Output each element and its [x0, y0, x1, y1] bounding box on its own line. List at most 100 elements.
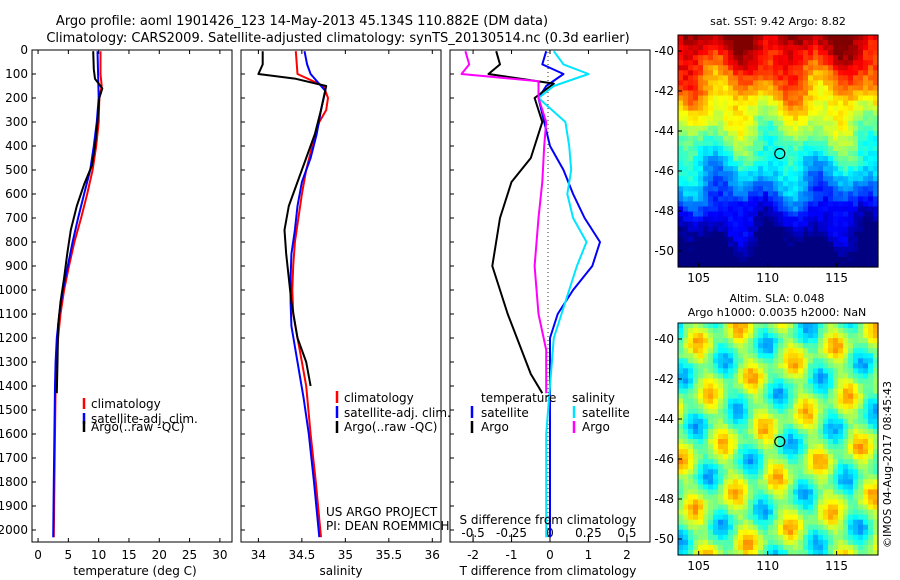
heatmap-cell: [773, 201, 779, 208]
heatmap-cell: [728, 105, 734, 112]
heatmap-cell: [753, 378, 759, 385]
heatmap-cell: [838, 373, 844, 380]
heatmap-cell: [803, 110, 809, 117]
heatmap-cell: [773, 105, 779, 112]
heatmap-cell: [758, 60, 764, 66]
heatmap-cell: [748, 236, 754, 243]
heatmap-cell: [723, 201, 729, 208]
heatmap-cell: [733, 50, 739, 56]
heatmap-cell: [723, 140, 729, 147]
heatmap-cell: [803, 484, 809, 491]
heatmap-cell: [843, 256, 849, 263]
heatmap-cell: [708, 55, 714, 61]
heatmap-cell: [738, 408, 744, 415]
heatmap-cell: [828, 80, 834, 87]
heatmap-cell: [708, 156, 714, 162]
heatmap-cell: [813, 433, 819, 440]
heatmap-cell: [768, 206, 774, 213]
heatmap-cell: [818, 226, 824, 233]
heatmap-cell: [723, 186, 729, 192]
heatmap-cell: [703, 454, 709, 460]
y-tick-label: 900: [5, 259, 28, 273]
heatmap-cell: [733, 256, 739, 263]
heatmap-cell: [873, 464, 879, 470]
legend-label-s-satellite: satellite: [582, 406, 630, 420]
y-tick-label: 400: [5, 139, 28, 153]
heatmap-cell: [688, 40, 694, 46]
heatmap-cell: [693, 206, 699, 213]
heatmap-cell: [733, 60, 739, 66]
heatmap-cell: [788, 65, 794, 71]
heatmap-cell: [713, 368, 719, 375]
heatmap-cell: [838, 85, 844, 92]
heatmap-cell: [743, 353, 749, 359]
credit-project: US ARGO PROJECT: [326, 505, 438, 519]
heatmap-cell: [728, 544, 734, 551]
heatmap-cell: [858, 353, 864, 359]
heatmap-cell: [793, 186, 799, 192]
heatmap-cell: [698, 236, 704, 243]
heatmap-cell: [823, 514, 829, 521]
heatmap-cell: [763, 368, 769, 375]
heatmap-cell: [713, 328, 719, 334]
heatmap-cell: [723, 231, 729, 238]
temperature-xlabel: temperature (deg C): [73, 564, 196, 578]
heatmap-cell: [698, 333, 704, 339]
heatmap-cell: [728, 161, 734, 167]
heatmap-cell: [868, 499, 874, 506]
heatmap-cell: [823, 211, 829, 218]
heatmap-cell: [703, 398, 709, 405]
heatmap-cell: [788, 428, 794, 435]
heatmap-cell: [698, 145, 704, 152]
heatmap-cell: [778, 479, 784, 485]
heatmap-cell: [688, 539, 694, 546]
heatmap-cell: [728, 524, 734, 531]
heatmap-cell: [868, 549, 874, 556]
heatmap-cell: [733, 439, 739, 445]
heatmap-cell: [703, 65, 709, 71]
heatmap-cell: [718, 85, 724, 92]
heatmap-cell: [808, 80, 814, 87]
difference-panel: -2 -1 0 1 2-0.5 -0.25 0 0.25 0.5 S difference fr…: [449, 49, 651, 578]
heatmap-cell: [803, 544, 809, 551]
heatmap-cell: [863, 469, 869, 475]
heatmap-cell: [873, 95, 879, 102]
heatmap-cell: [853, 373, 859, 380]
heatmap-cell: [733, 246, 739, 253]
heatmap-cell: [778, 428, 784, 435]
heatmap-cell: [778, 236, 784, 243]
heatmap-cell: [743, 514, 749, 521]
heatmap-cell: [788, 408, 794, 415]
heatmap-cell: [698, 408, 704, 415]
heatmap-cell: [748, 201, 754, 208]
heatmap-cell: [708, 261, 714, 268]
heatmap-cell: [828, 373, 834, 380]
heatmap-cell: [798, 539, 804, 546]
heatmap-cell: [728, 353, 734, 359]
heatmap-cell: [703, 145, 709, 152]
heatmap-cell: [823, 181, 829, 187]
heatmap-cell: [753, 211, 759, 218]
heatmap-cell: [823, 166, 829, 172]
heatmap-cell: [698, 216, 704, 223]
heatmap-cell: [698, 231, 704, 238]
heatmap-cell: [788, 241, 794, 248]
heatmap-cell: [733, 261, 739, 268]
heatmap-cell: [773, 514, 779, 521]
heatmap-cell: [808, 403, 814, 410]
heatmap-cell: [873, 251, 879, 258]
heatmap-cell: [758, 115, 764, 122]
heatmap-cell: [718, 206, 724, 213]
heatmap-cell: [863, 504, 869, 511]
heatmap-cell: [778, 539, 784, 546]
heatmap-cell: [798, 140, 804, 147]
heatmap-cell: [863, 125, 869, 132]
heatmap-cell: [763, 55, 769, 61]
heatmap-cell: [713, 519, 719, 526]
heatmap-cell: [678, 186, 684, 192]
heatmap-cell: [788, 125, 794, 132]
heatmap-cell: [768, 201, 774, 208]
heatmap-cell: [798, 474, 804, 480]
heatmap-cell: [678, 549, 684, 556]
heatmap-cell: [798, 353, 804, 359]
